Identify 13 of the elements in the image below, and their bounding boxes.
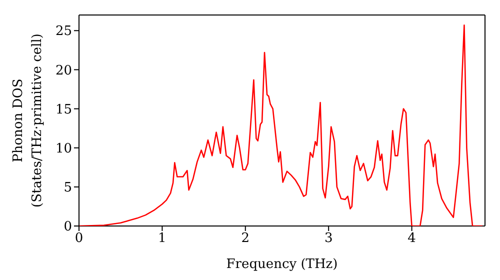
y-tick-label: 5 (64, 180, 72, 196)
x-axis-title: Frequency (THz) (226, 257, 338, 272)
y-tick-label: 15 (55, 102, 72, 118)
x-tick-label: 3 (324, 231, 333, 246)
x-tick-label: 1 (158, 231, 166, 246)
y-tick-label: 0 (64, 220, 72, 235)
y-tick-label: 25 (55, 24, 72, 40)
y-axis-title: Phonon DOS (States/THz·primitive cell) (11, 33, 45, 208)
y-tick-label: 20 (55, 63, 72, 78)
y-tick-label: 10 (55, 141, 72, 156)
x-tick-label: 2 (241, 231, 250, 246)
x-tick-label: 4 (408, 231, 416, 246)
x-tick-label: 0 (74, 231, 84, 246)
